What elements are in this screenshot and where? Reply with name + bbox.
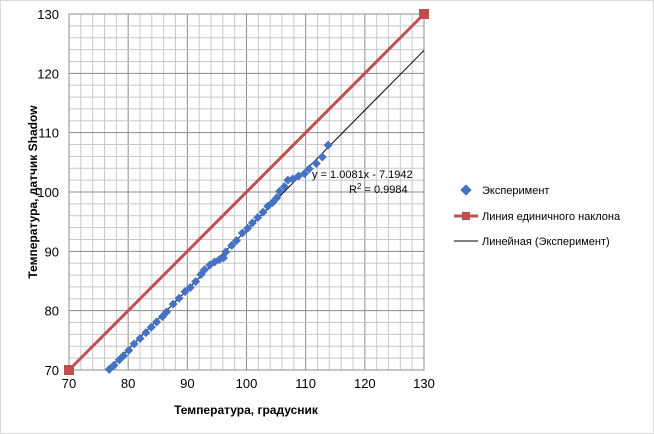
tick-labels: 70 80 90 100 110 120 130 70 80 90 100 110 120 130 [37, 7, 435, 391]
x-tick-label: 120 [354, 376, 376, 391]
experiment-point [279, 182, 289, 192]
experiment-point [258, 207, 268, 217]
series-layer [64, 9, 429, 375]
trendline-equation: y = 1.0081x - 7.1942 [312, 169, 413, 181]
experiment-point [323, 140, 333, 150]
experiment-point [141, 328, 151, 338]
experiment-point [317, 152, 327, 162]
y-tick-label: 90 [45, 244, 59, 259]
x-tick-label: 110 [295, 376, 316, 391]
y-axis-title: Температура, датчик Shadow [26, 105, 40, 279]
experiment-point [304, 164, 314, 174]
experiment-point [129, 339, 139, 349]
legend: Эксперимент Линия единичного наклона Лин… [454, 184, 621, 248]
x-tick-label: 130 [413, 376, 435, 391]
experiment-point [191, 277, 201, 287]
experiment-point [253, 213, 263, 223]
experiment-point [168, 299, 178, 309]
unit-slope-line [67, 12, 426, 372]
experiment-point [124, 345, 134, 355]
legend-label-unit-slope: Линия единичного наклона [482, 211, 621, 223]
y-tick-label: 120 [37, 66, 59, 81]
experiment-point [272, 193, 282, 203]
x-tick-label: 90 [180, 376, 194, 391]
experiment-point [247, 218, 257, 228]
legend-item-experiment: Эксперимент [460, 184, 549, 197]
x-tick-label: 100 [236, 376, 258, 391]
experiment-point [221, 247, 231, 257]
experiment-point [152, 317, 162, 327]
experiment-point [311, 159, 321, 169]
y-tick-label: 80 [45, 304, 59, 319]
legend-item-unit-slope: Линия единичного наклона [454, 211, 621, 223]
legend-marker-square [462, 212, 470, 220]
experiment-point [146, 322, 156, 332]
experiment-point [299, 169, 309, 179]
experiment-point [237, 228, 247, 238]
legend-item-trendline: Линейная (Эксперимент) [454, 236, 610, 248]
y-tick-label: 110 [38, 126, 59, 141]
x-axis-title: Температура, градусник [174, 403, 319, 417]
experiment-point [185, 283, 195, 293]
experiment-point [243, 223, 253, 233]
r-squared-label: R2 = 0.9984 [349, 182, 408, 196]
unit-slope-marker [64, 365, 74, 375]
legend-marker-diamond [460, 184, 472, 196]
experiment-point [118, 351, 128, 361]
legend-label-trendline: Линейная (Эксперимент) [482, 236, 610, 248]
plot-area-border [68, 13, 425, 371]
experiment-point [227, 240, 237, 250]
experiment-point [135, 334, 145, 344]
legend-label-experiment: Эксперимент [482, 185, 549, 197]
experiment-point [199, 265, 209, 275]
x-tick-label: 70 [62, 376, 76, 391]
y-tick-label: 100 [37, 185, 59, 200]
experiment-point [275, 186, 285, 196]
x-tick-label: 80 [121, 376, 135, 391]
experiment-point [180, 287, 190, 297]
y-tick-label: 70 [45, 363, 59, 378]
experiment-point [174, 293, 184, 303]
y-tick-label: 130 [37, 7, 59, 22]
unit-slope-marker [419, 9, 429, 19]
experiment-point [162, 307, 172, 317]
experiment-point [109, 360, 119, 370]
plot-border [68, 13, 425, 371]
experiment-point [231, 236, 241, 246]
